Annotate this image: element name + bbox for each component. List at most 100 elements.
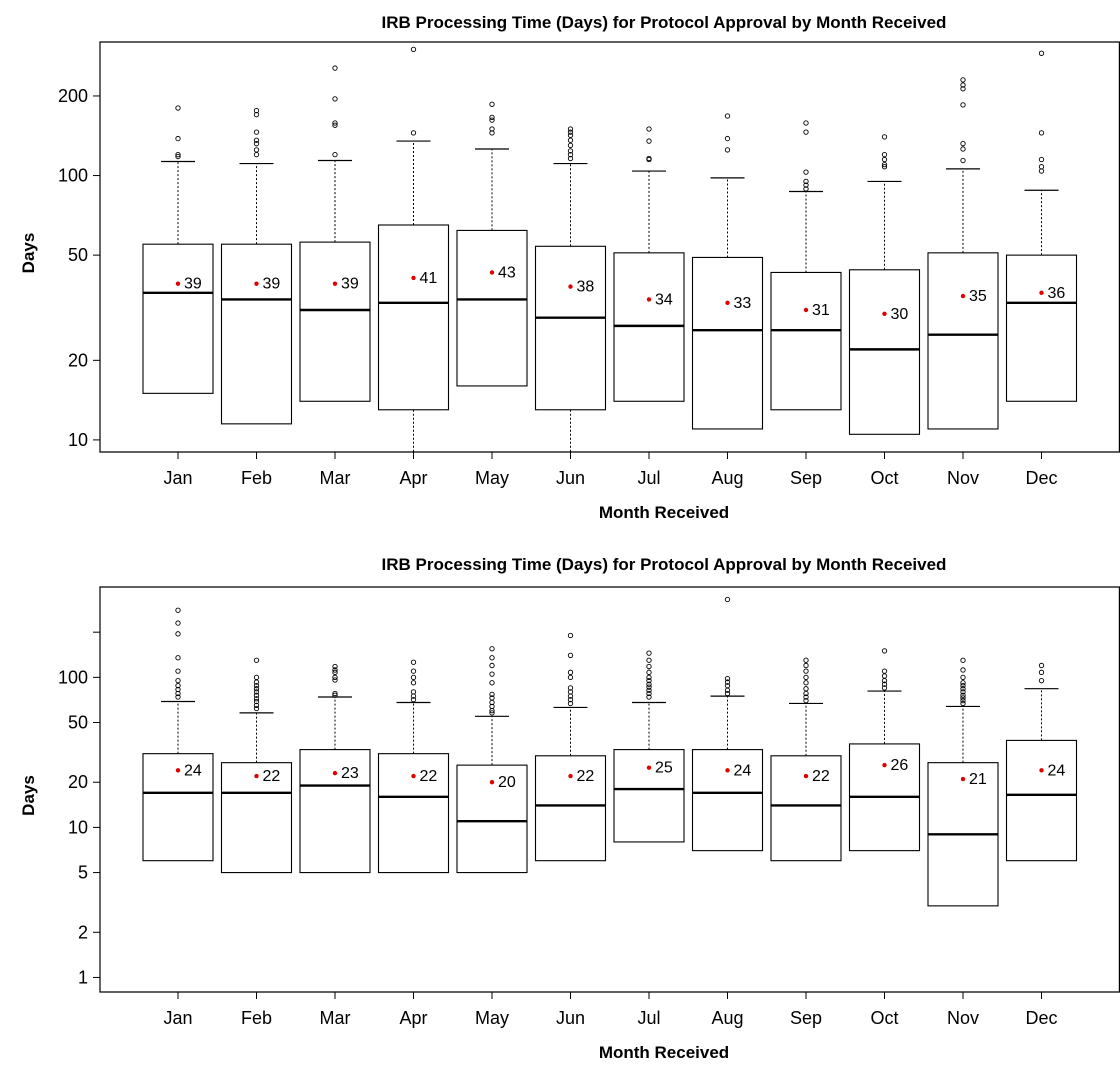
box-jul: Jul 25 xyxy=(613,650,685,1028)
box-dec: Dec 24 xyxy=(1005,662,1078,1028)
outlier-point xyxy=(332,667,338,673)
outlier-point xyxy=(960,102,966,108)
mean-label: 36 xyxy=(1048,285,1066,302)
outlier-point xyxy=(724,147,731,153)
x-tick-label: Jun xyxy=(556,468,585,488)
mean-point xyxy=(411,275,416,281)
outlier-point xyxy=(489,117,495,123)
outlier-point xyxy=(960,680,966,686)
outlier-point xyxy=(410,689,417,695)
outlier-point xyxy=(410,130,417,136)
mean-point xyxy=(646,297,652,302)
outlier-point xyxy=(175,694,181,700)
plot-frame xyxy=(99,41,1120,453)
x-tick-label: Mar xyxy=(320,1008,351,1028)
box-sep: Sep 22 xyxy=(770,657,842,1028)
outlier-point xyxy=(724,113,731,119)
y-tick-label: 50 xyxy=(68,245,88,265)
outlier-point xyxy=(960,146,966,152)
box-aug: Aug 33 xyxy=(691,113,764,488)
outlier-point xyxy=(253,683,260,689)
outlier-point xyxy=(646,650,652,656)
outlier-point xyxy=(881,134,888,140)
mean-label: 43 xyxy=(498,264,516,281)
outlier-point xyxy=(567,129,574,135)
box-iqr xyxy=(534,755,607,862)
box-iqr xyxy=(299,749,371,874)
mean-label: 20 xyxy=(498,774,516,791)
outlier-point xyxy=(803,186,809,192)
box-mar: Mar 23 xyxy=(299,663,371,1028)
box-iqr xyxy=(1005,254,1078,402)
box-apr: Apr 22 xyxy=(377,659,450,1028)
outlier-point xyxy=(253,702,260,709)
box-iqr xyxy=(220,243,293,425)
outlier-point xyxy=(567,669,574,675)
box-jun: Jun 38 xyxy=(534,126,607,488)
outlier-point xyxy=(332,151,338,158)
outlier-point xyxy=(253,696,260,702)
mean-point xyxy=(646,765,652,770)
outlier-point xyxy=(960,86,966,92)
outlier-point xyxy=(253,129,260,135)
outlier-point xyxy=(489,671,495,677)
outlier-point xyxy=(253,657,260,663)
x-tick-label: Jul xyxy=(637,468,660,488)
box-oct: Oct 26 xyxy=(848,648,921,1028)
outlier-point xyxy=(960,667,966,673)
outlier-point xyxy=(489,130,495,136)
mean-point xyxy=(489,780,495,785)
outlier-point xyxy=(489,655,495,661)
outlier-point xyxy=(489,126,495,132)
outlier-point xyxy=(253,686,260,692)
outlier-point xyxy=(567,685,574,691)
box-apr: Apr 41 xyxy=(377,46,450,488)
chart-panel-2: IRB Processing Time (Days) for Protocol … xyxy=(19,555,1120,1062)
outlier-point xyxy=(332,690,338,697)
outlier-point xyxy=(960,700,966,707)
mean-label: 41 xyxy=(420,270,438,287)
outlier-point xyxy=(803,120,809,126)
outlier-point xyxy=(1038,669,1045,675)
box-iqr xyxy=(691,256,764,430)
outlier-point xyxy=(646,674,652,680)
x-tick-label: Sep xyxy=(790,468,822,488)
outlier-point xyxy=(489,662,495,669)
outlier-point xyxy=(253,151,260,158)
outlier-point xyxy=(881,673,888,679)
x-tick-label: Feb xyxy=(241,468,272,488)
box-oct: Oct 30 xyxy=(848,134,921,488)
outlier-point xyxy=(960,683,966,689)
mean-label: 26 xyxy=(891,757,909,774)
y-tick-label: 100 xyxy=(58,166,88,186)
box-iqr xyxy=(220,762,293,874)
outlier-point xyxy=(646,138,652,144)
outlier-point xyxy=(567,126,574,132)
outlier-point xyxy=(175,631,181,637)
box-iqr xyxy=(927,252,999,430)
mean-label: 22 xyxy=(420,768,438,785)
mean-point xyxy=(568,773,573,779)
outlier-point xyxy=(175,153,181,160)
x-tick-label: Oct xyxy=(870,468,898,488)
outlier-point xyxy=(1038,50,1045,56)
outlier-point xyxy=(253,674,260,680)
x-tick-label: Mar xyxy=(320,468,351,488)
outlier-point xyxy=(881,156,888,163)
mean-label: 24 xyxy=(1048,762,1066,779)
mean-label: 24 xyxy=(184,762,202,779)
outlier-point xyxy=(724,679,731,685)
outlier-point xyxy=(175,686,181,693)
box-iqr xyxy=(142,753,214,862)
outlier-point xyxy=(489,101,495,107)
outlier-point xyxy=(410,668,417,674)
mean-label: 21 xyxy=(969,771,987,788)
outlier-point xyxy=(960,141,966,147)
outlier-point xyxy=(567,697,574,703)
box-iqr xyxy=(534,245,607,411)
chart-panel-1: IRB Processing Time (Days) for Protocol … xyxy=(19,13,1120,522)
outlier-point xyxy=(803,697,809,704)
y-tick-label: 5 xyxy=(78,863,88,883)
outlier-point xyxy=(1038,156,1045,163)
mean-point xyxy=(1039,290,1044,296)
